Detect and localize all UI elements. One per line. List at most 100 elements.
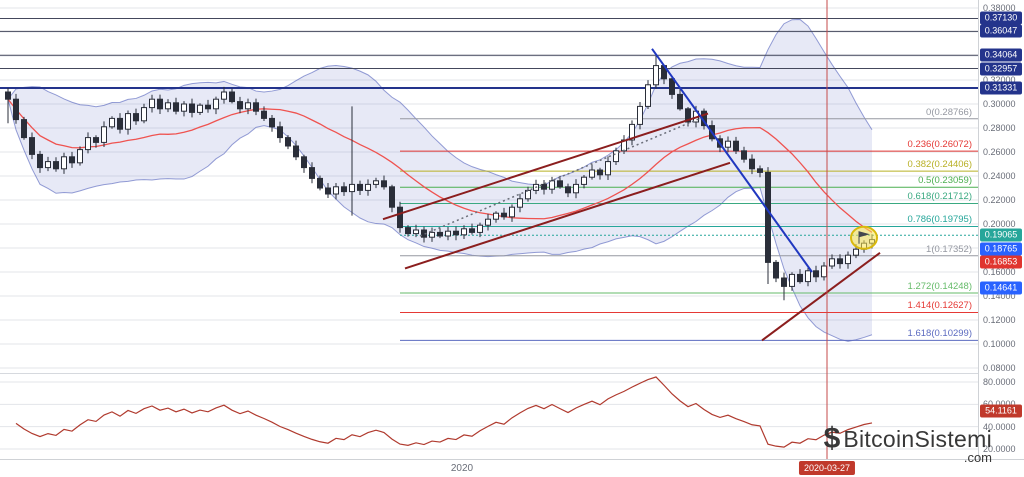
candle-body bbox=[589, 169, 595, 178]
candle-body bbox=[21, 119, 27, 139]
price-tick-label: 0.16000 bbox=[983, 267, 1016, 277]
candle-body bbox=[269, 117, 275, 128]
bollinger-lower-line bbox=[7, 99, 873, 342]
candle-body bbox=[517, 198, 523, 208]
bollinger-upper-line bbox=[7, 18, 873, 186]
candle-body bbox=[829, 258, 835, 267]
candle-body bbox=[29, 137, 35, 155]
candle-body bbox=[213, 98, 219, 110]
candle-body bbox=[221, 91, 227, 100]
candle-body bbox=[245, 102, 251, 110]
price-tick-label: 0.14000 bbox=[983, 291, 1016, 301]
candle-body bbox=[93, 137, 99, 143]
candle-body bbox=[285, 137, 291, 147]
candle-body bbox=[645, 84, 651, 107]
candle-body bbox=[453, 230, 459, 236]
price-badge: 0.19065 bbox=[980, 228, 1022, 242]
rsi-badge: 54.1161 bbox=[980, 404, 1022, 418]
candle-body bbox=[613, 150, 619, 163]
candle-body bbox=[101, 126, 107, 143]
price-badge: 0.32957 bbox=[980, 62, 1022, 76]
highlight-flag-icon bbox=[858, 231, 870, 244]
candle-body bbox=[853, 248, 859, 256]
price-badge: 0.16853 bbox=[980, 255, 1022, 269]
rsi-tick-label: 40.0000 bbox=[983, 421, 1016, 432]
candle-body bbox=[813, 270, 819, 278]
candle-body bbox=[349, 183, 355, 193]
candle-body bbox=[493, 212, 499, 220]
trend-line bbox=[404, 161, 731, 270]
candle-body bbox=[341, 186, 347, 193]
price-chart-canvas[interactable] bbox=[0, 0, 978, 459]
candle-body bbox=[469, 228, 475, 233]
candle-body bbox=[773, 261, 779, 279]
candle-body bbox=[677, 93, 683, 110]
trend-line bbox=[382, 112, 709, 221]
trend-line bbox=[419, 117, 701, 237]
candle-body bbox=[429, 231, 435, 238]
candle-body bbox=[173, 102, 179, 112]
rsi-line bbox=[15, 376, 873, 448]
candle-body bbox=[357, 183, 363, 191]
candle-body bbox=[109, 117, 115, 128]
candle-body bbox=[445, 230, 451, 237]
candle-body bbox=[309, 167, 315, 179]
candle-body bbox=[37, 153, 43, 169]
price-tick-label: 0.24000 bbox=[983, 171, 1016, 181]
candle-body bbox=[597, 169, 603, 176]
candle-body bbox=[165, 102, 171, 110]
candle-body bbox=[821, 265, 827, 278]
candle-body bbox=[637, 105, 643, 125]
candle-body bbox=[133, 113, 139, 122]
price-badge: 0.14641 bbox=[980, 281, 1022, 295]
highlight-circle bbox=[850, 225, 878, 250]
date-badge: 2020-03-27 bbox=[798, 461, 856, 475]
rsi-tick-label: 20.0000 bbox=[983, 444, 1016, 454]
watermark-tld: .com bbox=[963, 450, 992, 465]
candle-body bbox=[325, 187, 331, 195]
candle-body bbox=[501, 212, 507, 218]
price-badge: 0.18765 bbox=[980, 242, 1022, 256]
candle-body bbox=[477, 224, 483, 233]
candle-body bbox=[397, 206, 403, 229]
candle-body bbox=[629, 123, 635, 141]
candle-body bbox=[5, 91, 11, 100]
candle-body bbox=[405, 227, 411, 235]
price-tick-label: 0.32000 bbox=[983, 75, 1016, 85]
candle-body bbox=[181, 103, 187, 112]
candle-body bbox=[389, 186, 395, 208]
candle-body bbox=[301, 156, 307, 169]
moving-average-line bbox=[7, 98, 873, 233]
price-badge: 0.37130 bbox=[980, 11, 1022, 25]
candle-body bbox=[189, 103, 195, 113]
price-tick-label: 0.08000 bbox=[983, 363, 1016, 373]
trend-line bbox=[651, 48, 813, 273]
candle-body bbox=[669, 78, 675, 95]
rsi-tick-label: 80.0000 bbox=[983, 377, 1016, 387]
candle-body bbox=[733, 140, 739, 152]
candle-body bbox=[69, 156, 75, 164]
time-axis[interactable]: 2020 2020-03-27 bbox=[0, 459, 1024, 477]
price-tick-label: 0.30000 bbox=[983, 99, 1016, 109]
candle-body bbox=[573, 183, 579, 194]
trend-line bbox=[761, 251, 881, 342]
candle-body bbox=[141, 107, 147, 122]
candle-body bbox=[509, 206, 515, 218]
candle-body bbox=[373, 180, 379, 185]
price-tick-label: 0.10000 bbox=[983, 339, 1016, 349]
candle-body bbox=[797, 273, 803, 283]
candle-body bbox=[749, 158, 755, 170]
candle-body bbox=[85, 137, 91, 151]
price-axis[interactable]: 0.380000.360000.340000.320000.300000.280… bbox=[978, 0, 1024, 459]
price-tick-label: 0.28000 bbox=[983, 123, 1016, 133]
candle-body bbox=[605, 161, 611, 176]
price-badge: 0.31331 bbox=[980, 81, 1022, 95]
candle-body bbox=[541, 183, 547, 190]
candle-body bbox=[13, 98, 19, 121]
candle-body bbox=[525, 189, 531, 200]
candle-body bbox=[461, 228, 467, 236]
candle-body bbox=[53, 161, 59, 170]
candle-body bbox=[253, 102, 259, 112]
candle-body bbox=[381, 180, 387, 188]
